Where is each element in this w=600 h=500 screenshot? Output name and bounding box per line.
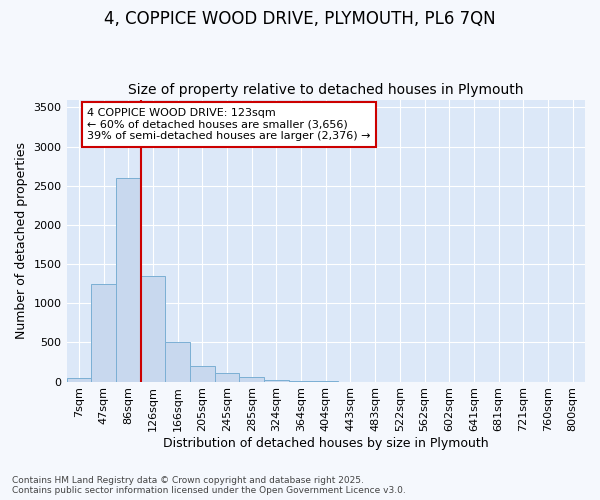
- Text: Contains HM Land Registry data © Crown copyright and database right 2025.
Contai: Contains HM Land Registry data © Crown c…: [12, 476, 406, 495]
- Bar: [190, 366, 215, 382]
- Bar: [67, 378, 91, 382]
- Bar: [239, 378, 264, 382]
- Bar: [165, 342, 190, 382]
- Bar: [140, 276, 165, 382]
- X-axis label: Distribution of detached houses by size in Plymouth: Distribution of detached houses by size …: [163, 437, 488, 450]
- Bar: [264, 380, 289, 382]
- Y-axis label: Number of detached properties: Number of detached properties: [15, 142, 28, 339]
- Text: 4 COPPICE WOOD DRIVE: 123sqm
← 60% of detached houses are smaller (3,656)
39% of: 4 COPPICE WOOD DRIVE: 123sqm ← 60% of de…: [87, 108, 371, 141]
- Bar: [91, 284, 116, 382]
- Bar: [215, 373, 239, 382]
- Text: 4, COPPICE WOOD DRIVE, PLYMOUTH, PL6 7QN: 4, COPPICE WOOD DRIVE, PLYMOUTH, PL6 7QN: [104, 10, 496, 28]
- Bar: [116, 178, 140, 382]
- Title: Size of property relative to detached houses in Plymouth: Size of property relative to detached ho…: [128, 83, 524, 97]
